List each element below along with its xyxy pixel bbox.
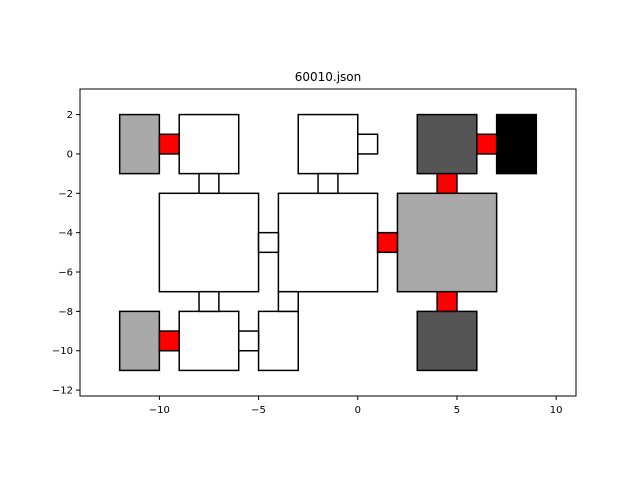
room-bottom-left-gray xyxy=(118,310,161,372)
corridor-left-vertical-top xyxy=(198,172,220,195)
room-top-right-dark xyxy=(416,113,478,175)
y-tick-label: −2 xyxy=(58,189,73,200)
corridor-top-center-right xyxy=(357,133,379,155)
corridor-left-vertical-bottom xyxy=(198,290,220,313)
door-top-left xyxy=(158,133,180,155)
x-axis: −10 −5 0 5 10 xyxy=(149,396,563,416)
rooms-layer xyxy=(118,113,538,372)
door-bottom-left xyxy=(158,330,180,352)
y-tick-label: −4 xyxy=(58,228,73,239)
door-top-right-black xyxy=(476,133,498,155)
room-top-left-gray xyxy=(118,113,161,175)
y-tick-label: −12 xyxy=(52,386,73,397)
y-tick-label: −6 xyxy=(58,268,73,279)
y-tick-label: 0 xyxy=(67,149,73,160)
plot-frame xyxy=(79,88,577,397)
corridor-middle-horizontal xyxy=(257,231,280,254)
y-tick-label: 2 xyxy=(67,110,73,121)
x-tick-label: 0 xyxy=(355,405,361,416)
corridor-bottom-horizontal xyxy=(237,330,260,352)
door-middle-right xyxy=(376,231,399,254)
x-tick-label: 5 xyxy=(454,405,460,416)
room-top-center-white xyxy=(297,113,359,175)
corridor-center-vertical-top xyxy=(317,172,339,195)
x-tick-label: −10 xyxy=(149,405,170,416)
x-tick-label: −5 xyxy=(251,405,266,416)
room-bottom-left-white xyxy=(178,310,240,372)
corridor-center-vertical-bottom xyxy=(277,290,299,313)
room-middle-left-white xyxy=(158,192,260,293)
door-bottom-right-vertical xyxy=(436,290,458,313)
y-tick-label: −8 xyxy=(58,307,73,318)
y-tick-label: −10 xyxy=(52,346,73,357)
room-middle-center-white xyxy=(277,192,379,293)
y-axis: 2 0 −2 −4 −6 −8 −10 −12 xyxy=(52,110,80,397)
room-top-left-white xyxy=(178,113,240,175)
room-middle-right-gray xyxy=(396,192,498,293)
room-bottom-center-white xyxy=(257,310,299,372)
room-bottom-right-dark xyxy=(416,310,478,372)
x-tick-label: 10 xyxy=(550,405,563,416)
room-top-right-black xyxy=(495,113,538,175)
door-top-right-vertical xyxy=(436,172,458,195)
chart-title: 60010.json xyxy=(295,70,362,84)
